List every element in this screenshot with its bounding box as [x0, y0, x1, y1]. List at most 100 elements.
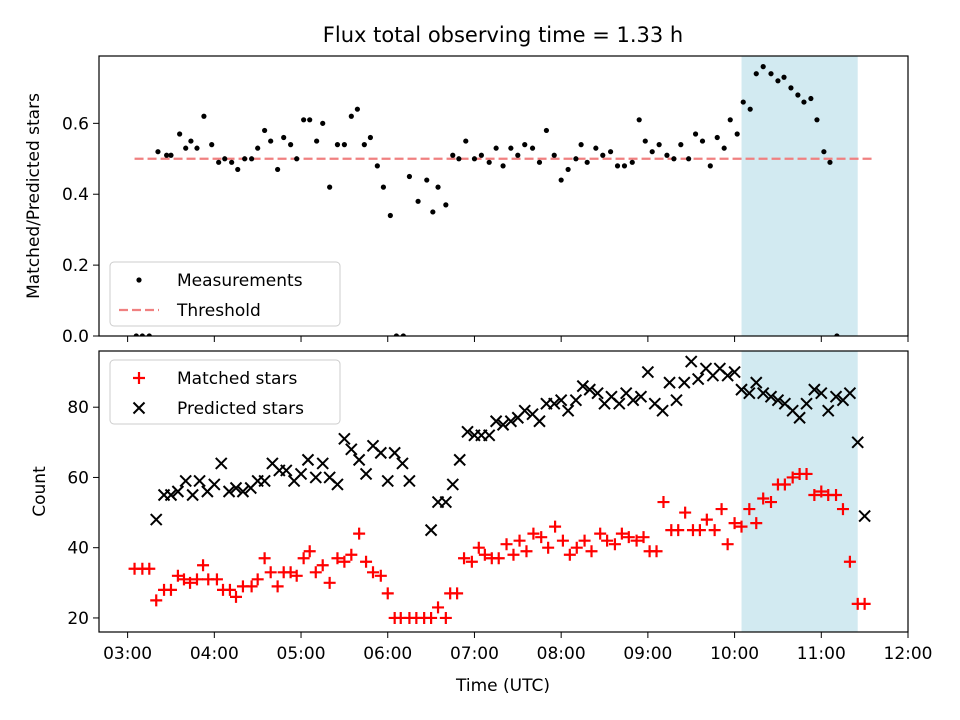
matched-stars-point [164, 583, 177, 596]
y-tick-label: 40 [67, 539, 89, 559]
matched-stars-point [830, 489, 843, 502]
matched-stars-point [251, 573, 264, 586]
matched-stars-point [478, 548, 491, 561]
measurements-point [747, 106, 753, 112]
matched-stars-point [297, 552, 310, 565]
predicted-stars-point [359, 467, 373, 481]
x-tick-label: 04:00 [190, 644, 239, 664]
measurements-point [374, 163, 380, 169]
measurements-point [242, 156, 248, 162]
predicted-stars-point [179, 474, 192, 488]
matched-stars-point [728, 517, 741, 530]
measurements-point [642, 138, 648, 144]
y-tick-label: 0.6 [62, 114, 89, 134]
predicted-stars-point [258, 474, 271, 488]
predicted-stars-point [685, 355, 698, 368]
predicted-stars-point [626, 393, 640, 407]
matched-stars-point [594, 527, 607, 540]
measurements-point [699, 138, 706, 144]
measurements-point [636, 117, 642, 123]
matched-stars-point [735, 520, 748, 533]
predicted-stars-point [691, 372, 705, 386]
predicted-stars-point [186, 488, 199, 502]
measurements-point [760, 64, 766, 70]
measurements-point [768, 71, 774, 77]
predicted-stars-point [215, 457, 228, 470]
measurements-point [522, 142, 528, 148]
measurements-point [543, 127, 550, 134]
measurements-point [430, 209, 436, 215]
matched-stars-point [786, 471, 799, 484]
measurements-point [500, 163, 506, 169]
x-tick-label: 08:00 [537, 644, 586, 664]
x-tick-label: 07:00 [450, 644, 499, 664]
predicted-stars-point [489, 415, 503, 428]
measurements-point [593, 145, 599, 151]
measurements-point [406, 173, 413, 180]
measurements-point [607, 149, 614, 155]
matched-stars-point [197, 559, 210, 572]
measurements-point [255, 145, 261, 151]
measurements-point [307, 117, 313, 123]
measurements-point [301, 117, 307, 123]
measurements-point [139, 333, 145, 336]
measurements-point [664, 152, 670, 158]
matched-stars-point [309, 566, 322, 579]
legend: Matched stars Predicted stars [109, 359, 341, 425]
matched-stars-point [500, 538, 513, 551]
y-axis-label: Matched/Predicted stars [24, 93, 44, 299]
measurements-point [692, 131, 699, 137]
predicted-stars-point [352, 453, 366, 467]
matched-stars-point [271, 580, 284, 593]
predicted-stars-point [576, 379, 590, 393]
matched-stars-point [800, 467, 813, 480]
measurements-point [795, 92, 801, 98]
data-points [133, 64, 840, 336]
measurements-point [614, 163, 621, 169]
measurements-point [775, 78, 781, 84]
measurements-point [146, 333, 152, 336]
matched-stars-point [708, 524, 721, 537]
measurements-point [629, 159, 635, 165]
measurements-point [229, 159, 235, 165]
matched-stars-point [210, 573, 223, 586]
predicted-stars-point [793, 411, 806, 424]
measurements-point [656, 142, 662, 148]
matched-stars-point [637, 531, 650, 544]
matched-stars-point [750, 517, 763, 530]
measurements-point [168, 152, 174, 158]
predicted-stars-point [815, 386, 828, 400]
matched-stars-point [535, 531, 548, 544]
measurements-point [734, 131, 740, 137]
measurements-point [133, 333, 139, 336]
measurements-point [341, 142, 347, 148]
measurements-point [348, 113, 354, 119]
matched-stars-point [657, 496, 670, 509]
measurements-point [578, 142, 584, 148]
measurements-point [463, 138, 469, 144]
measurements-point [222, 156, 228, 162]
predicted-stars-point [822, 404, 835, 417]
top-panel: 0.0 0.2 0.4 0.6 Matched/Predicted stars Measu… [24, 55, 909, 347]
axes-frame [98, 350, 909, 633]
legend-box [109, 359, 341, 425]
matched-stars-point [650, 545, 663, 558]
predicted-stars-point [171, 485, 185, 498]
measurements-point [361, 142, 367, 148]
matched-stars-point [630, 534, 643, 547]
predicted-stars-point [439, 495, 453, 509]
matched-stars-point [465, 555, 478, 568]
matched-stars-point [143, 562, 156, 575]
measurements-point [621, 163, 628, 169]
legend-predicted-stars-swatch [132, 401, 146, 415]
predicted-stars-point [496, 418, 510, 431]
matched-stars-point [184, 576, 197, 589]
measurements-point [424, 177, 430, 183]
measurements-point [177, 131, 183, 137]
measurements-point [268, 138, 274, 144]
matched-stars-point [563, 548, 576, 561]
matched-stars-point [258, 552, 271, 565]
matched-stars-point [578, 534, 591, 547]
legend: Measurements Threshold [109, 261, 341, 327]
measurements-point [788, 85, 794, 91]
